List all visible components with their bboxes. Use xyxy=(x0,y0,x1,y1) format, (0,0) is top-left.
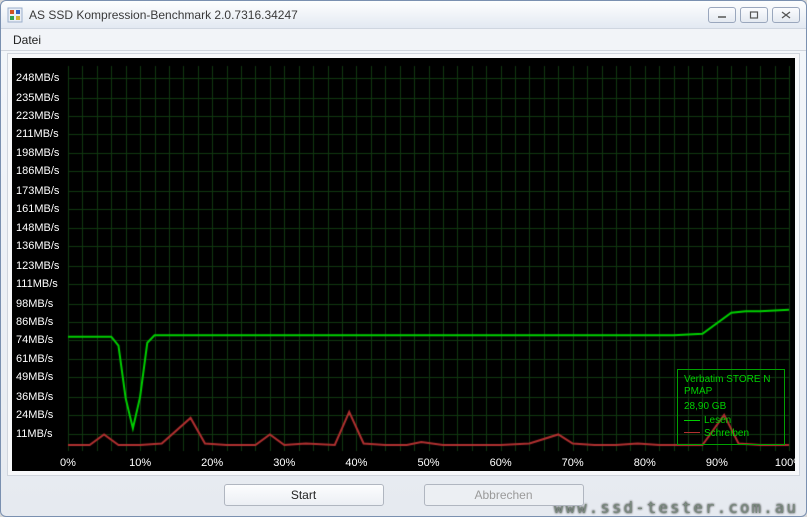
y-tick-label: 36MB/s xyxy=(16,391,53,403)
legend-size: 28,90 GB xyxy=(684,401,778,414)
legend-read-label: Lesen xyxy=(704,415,731,426)
menubar: Datei xyxy=(1,29,806,51)
cancel-button[interactable]: Abbrechen xyxy=(424,484,584,506)
menu-datei[interactable]: Datei xyxy=(5,31,49,49)
x-tick-label: 50% xyxy=(417,457,439,469)
y-tick-label: 161MB/s xyxy=(16,203,59,215)
y-tick-label: 49MB/s xyxy=(16,371,53,383)
x-tick-label: 80% xyxy=(634,457,656,469)
y-tick-label: 74MB/s xyxy=(16,334,53,346)
y-tick-label: 173MB/s xyxy=(16,185,59,197)
legend-device-line2: PMAP xyxy=(684,386,778,399)
start-button[interactable]: Start xyxy=(224,484,384,506)
x-tick-label: 70% xyxy=(562,457,584,469)
y-tick-label: 148MB/s xyxy=(16,222,59,234)
y-tick-label: 86MB/s xyxy=(16,316,53,328)
x-tick-label: 10% xyxy=(129,457,151,469)
x-tick-label: 40% xyxy=(345,457,367,469)
legend-device-line1: Verbatim STORE N xyxy=(684,374,778,387)
legend-write-label: Schreiben xyxy=(704,428,749,439)
x-tick-label: 100% xyxy=(775,457,795,469)
y-tick-label: 11MB/s xyxy=(16,428,52,440)
y-tick-label: 111MB/s xyxy=(16,278,58,290)
y-tick-label: 235MB/s xyxy=(16,92,59,104)
y-tick-label: 198MB/s xyxy=(16,147,59,159)
y-tick-label: 223MB/s xyxy=(16,110,59,122)
y-tick-label: 248MB/s xyxy=(16,72,59,84)
x-tick-label: 30% xyxy=(273,457,295,469)
client-area: Verbatim STORE N PMAP 28,90 GB Lesen Sch… xyxy=(7,53,800,476)
chart-legend: Verbatim STORE N PMAP 28,90 GB Lesen Sch… xyxy=(677,369,785,446)
x-tick-label: 20% xyxy=(201,457,223,469)
y-tick-label: 136MB/s xyxy=(16,240,59,252)
x-tick-label: 0% xyxy=(60,457,76,469)
y-tick-label: 211MB/s xyxy=(16,128,59,140)
y-tick-label: 123MB/s xyxy=(16,260,59,272)
y-tick-label: 98MB/s xyxy=(16,298,53,310)
y-tick-label: 61MB/s xyxy=(16,353,53,365)
compression-chart: Verbatim STORE N PMAP 28,90 GB Lesen Sch… xyxy=(12,58,795,471)
x-tick-label: 90% xyxy=(706,457,728,469)
maximize-button[interactable] xyxy=(740,7,768,23)
y-tick-label: 186MB/s xyxy=(16,165,59,177)
minimize-button[interactable] xyxy=(708,7,736,23)
window-title: AS SSD Kompression-Benchmark 2.0.7316.34… xyxy=(29,8,708,22)
y-tick-label: 24MB/s xyxy=(16,409,53,421)
app-window: AS SSD Kompression-Benchmark 2.0.7316.34… xyxy=(0,0,807,517)
bottom-toolbar: Start Abbrechen xyxy=(7,480,800,510)
x-tick-label: 60% xyxy=(490,457,512,469)
titlebar[interactable]: AS SSD Kompression-Benchmark 2.0.7316.34… xyxy=(1,1,806,29)
close-button[interactable] xyxy=(772,7,800,23)
app-icon xyxy=(7,7,23,23)
